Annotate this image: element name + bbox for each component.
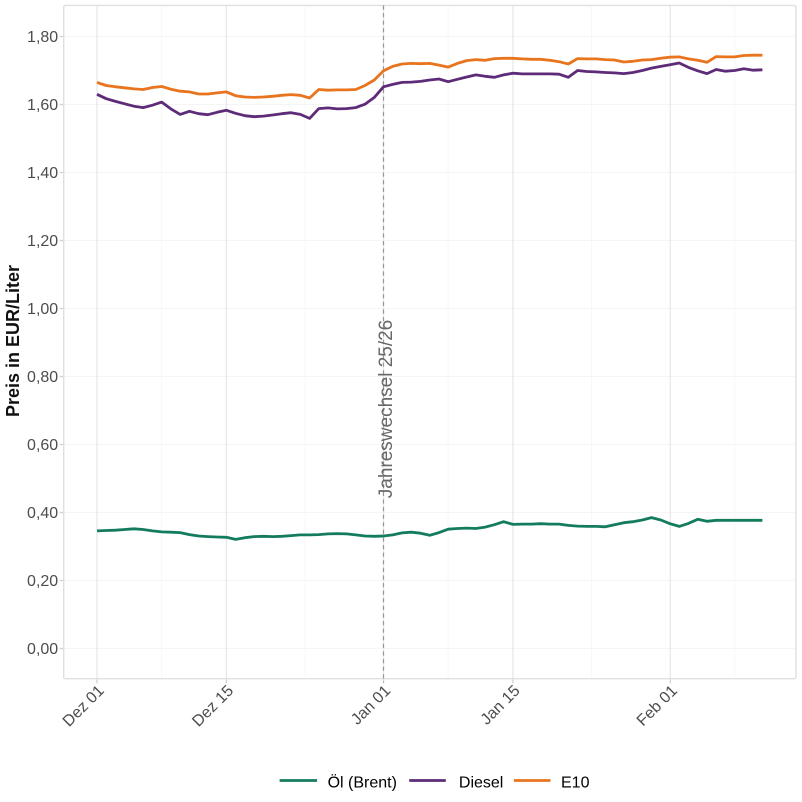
svg-text:0,60: 0,60: [27, 437, 58, 454]
svg-text:1,20: 1,20: [27, 233, 58, 250]
svg-text:0,80: 0,80: [27, 369, 58, 386]
svg-text:1,60: 1,60: [27, 97, 58, 114]
svg-text:Diesel: Diesel: [459, 774, 503, 791]
svg-text:1,00: 1,00: [27, 301, 58, 318]
svg-text:Preis in EUR/Liter: Preis in EUR/Liter: [3, 265, 23, 417]
svg-text:1,40: 1,40: [27, 165, 58, 182]
svg-text:0,40: 0,40: [27, 505, 58, 522]
svg-text:Öl (Brent): Öl (Brent): [328, 773, 397, 791]
svg-text:E10: E10: [561, 774, 590, 791]
svg-text:0,00: 0,00: [27, 641, 58, 658]
svg-text:1,80: 1,80: [27, 29, 58, 46]
svg-text:0,20: 0,20: [27, 573, 58, 590]
svg-text:Jahreswechsel 25/26: Jahreswechsel 25/26: [376, 320, 397, 499]
